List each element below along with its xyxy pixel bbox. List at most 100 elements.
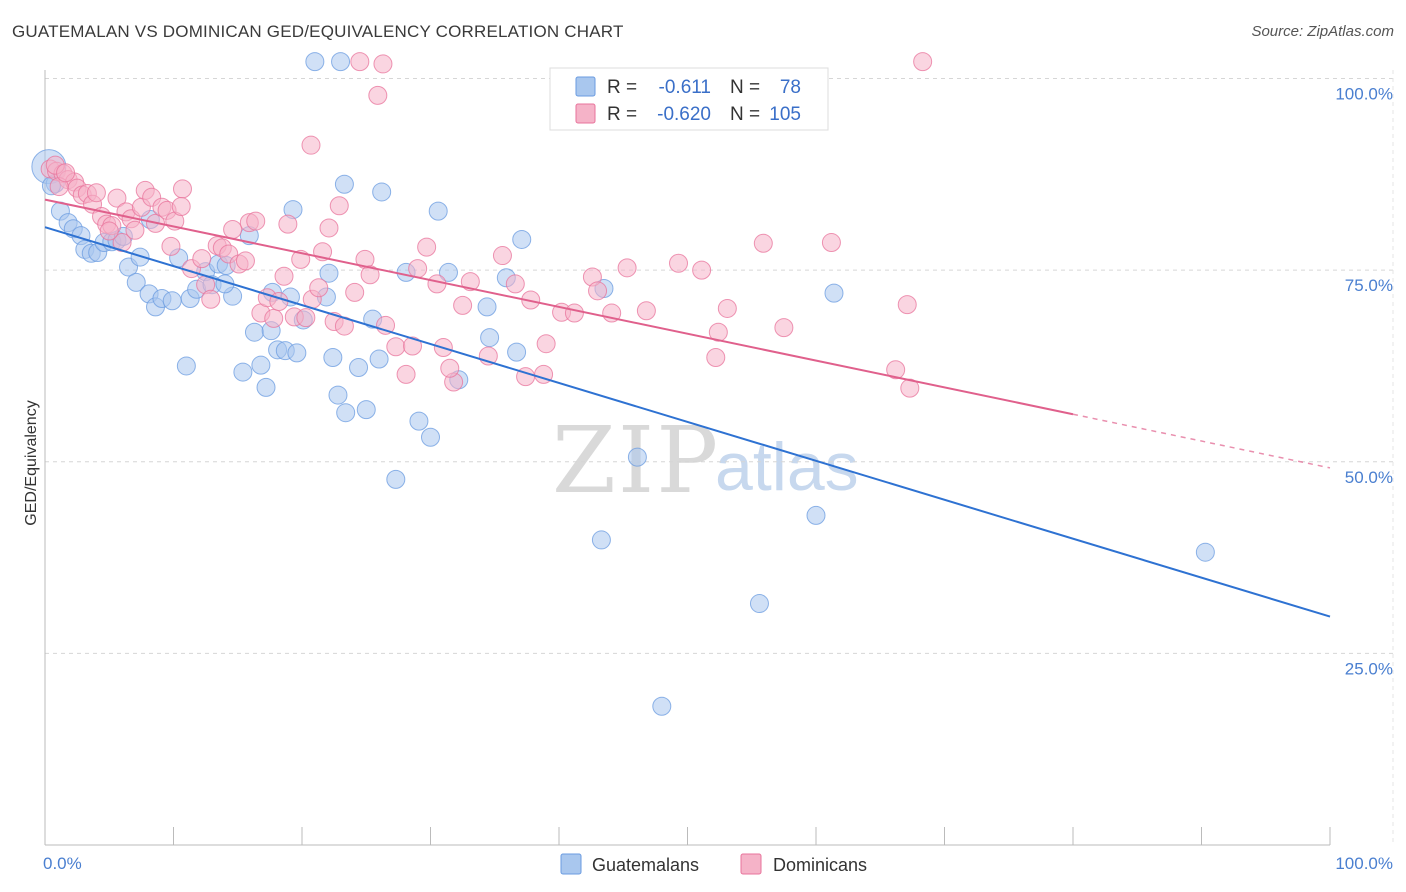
dominican-point-41 [264,308,284,328]
guatemalan-point-44 [319,263,339,283]
dominican-point-99 [588,281,608,301]
dominican-trend-extension [1072,413,1331,469]
dominican-point-69 [453,295,473,315]
dominican-point-44 [278,214,298,234]
x-tick-label-1: 100.0% [1335,854,1393,873]
guatemalan-point-20 [162,291,182,311]
guatemalan-point-34 [256,377,276,397]
source-label: Source: ZipAtlas.com [1251,23,1394,40]
guatemalan-point-58 [428,201,448,221]
y-tick-label-3: 25.0% [1345,659,1393,678]
tick-labels: 100.0% 75.0% 50.0% 25.0% 0.0% 100.0% [43,85,1393,874]
bottom-legend-label-guatemalans: Guatemalans [592,855,699,875]
guatemalan-point-45 [323,348,343,368]
guatemalan-point-49 [349,357,369,377]
guatemalan-point-53 [372,182,392,202]
dominican-point-73 [505,274,525,294]
dominican-point-28 [192,249,212,269]
guatemalan-point-15 [130,247,150,267]
dominican-point-81 [617,258,637,278]
guatemalan-point-48 [336,403,356,423]
dominican-point-100 [753,233,773,253]
trend-lines [44,198,1331,618]
guatemalan-point-65 [512,229,532,249]
dominican-point-72 [492,246,512,266]
data-points [31,52,1215,716]
dominican-point-49 [309,278,329,298]
dominican-point-93 [56,163,76,183]
dominican-point-9 [86,183,106,203]
dominican-point-103 [373,54,393,74]
dominican-point-63 [403,336,423,356]
bottom-legend-label-dominicans: Dominicans [773,855,867,875]
dominican-point-34 [223,220,243,240]
legend-swatch-guatemalans [575,76,596,97]
dominican-point-76 [536,334,556,354]
dominican-point-30 [201,289,221,309]
legend-r-label-2: R = [607,104,637,125]
guatemalan-point-61 [477,297,497,317]
guatemalan-point-47 [334,174,354,194]
guatemalan-point-66 [591,530,611,550]
axes [44,70,1331,846]
legend-n-label-1: N = [730,77,760,98]
dominican-point-89 [897,295,917,315]
dominican-point-104 [708,322,728,342]
guatemalan-point-73 [1195,542,1215,562]
bottom-legend-swatch-dominicans [740,853,762,875]
dominican-point-70 [460,272,480,292]
guatemalan-point-70 [749,594,769,614]
guatemalan-point-42 [305,52,325,72]
legend-n-value-2: 105 [769,104,801,125]
dominican-point-53 [329,196,349,216]
dominican-point-62 [396,364,416,384]
legend-r-value-2: -0.620 [657,104,711,125]
dominican-point-102 [821,233,841,253]
dominican-point-85 [706,348,726,368]
dominican-point-83 [669,253,689,273]
dominican-point-61 [386,337,406,357]
dominican-point-59 [368,85,388,105]
dominican-point-55 [345,282,365,302]
legend-n-label-2: N = [730,104,760,125]
dominican-point-78 [564,303,584,323]
guatemalan-point-33 [251,355,271,375]
guatemalan-point-62 [480,328,500,348]
guatemalan-point-52 [369,349,389,369]
guatemalan-point-32 [244,322,264,342]
legend-n-value-1: 78 [780,77,801,98]
guatemalan-point-56 [409,411,429,431]
y-tick-label-1: 75.0% [1345,276,1393,295]
guatemalan-point-69 [652,696,672,716]
guatemalan-point-54 [386,469,406,489]
bottom-legend-swatch-guatemalans [560,853,582,875]
guatemalan-point-59 [438,262,458,282]
dominican-point-17 [125,220,145,240]
legend: R = -0.611 N = 78 R = -0.620 N = 105 [549,67,829,131]
dominican-point-51 [319,218,339,238]
dominican-point-82 [636,301,656,321]
chart-title: GUATEMALAN VS DOMINICAN GED/EQUIVALENCY … [12,22,624,41]
bottom-legend: Guatemalans Dominicans [560,853,867,875]
dominican-point-95 [161,236,181,256]
dominican-point-25 [172,179,192,199]
x-tick-label-0: 0.0% [43,854,82,873]
y-tick-label-2: 50.0% [1345,468,1393,487]
legend-swatch-dominicans [575,103,596,124]
dominican-point-66 [427,274,447,294]
dominican-point-86 [717,298,737,318]
guatemalan-trend-line [44,226,1331,618]
legend-r-value-1: -0.611 [659,77,711,98]
dominican-point-58 [360,265,380,285]
dominican-trend-line [44,198,1074,416]
guatemalan-point-40 [287,343,307,363]
dominican-point-47 [296,308,316,328]
dominican-point-36 [235,251,255,271]
dominican-point-97 [440,358,460,378]
dominican-point-101 [886,360,906,380]
guatemalan-point-68 [627,447,647,467]
dominican-point-65 [417,237,437,257]
guatemalan-point-57 [421,427,440,447]
guatemalan-point-74 [331,52,351,72]
